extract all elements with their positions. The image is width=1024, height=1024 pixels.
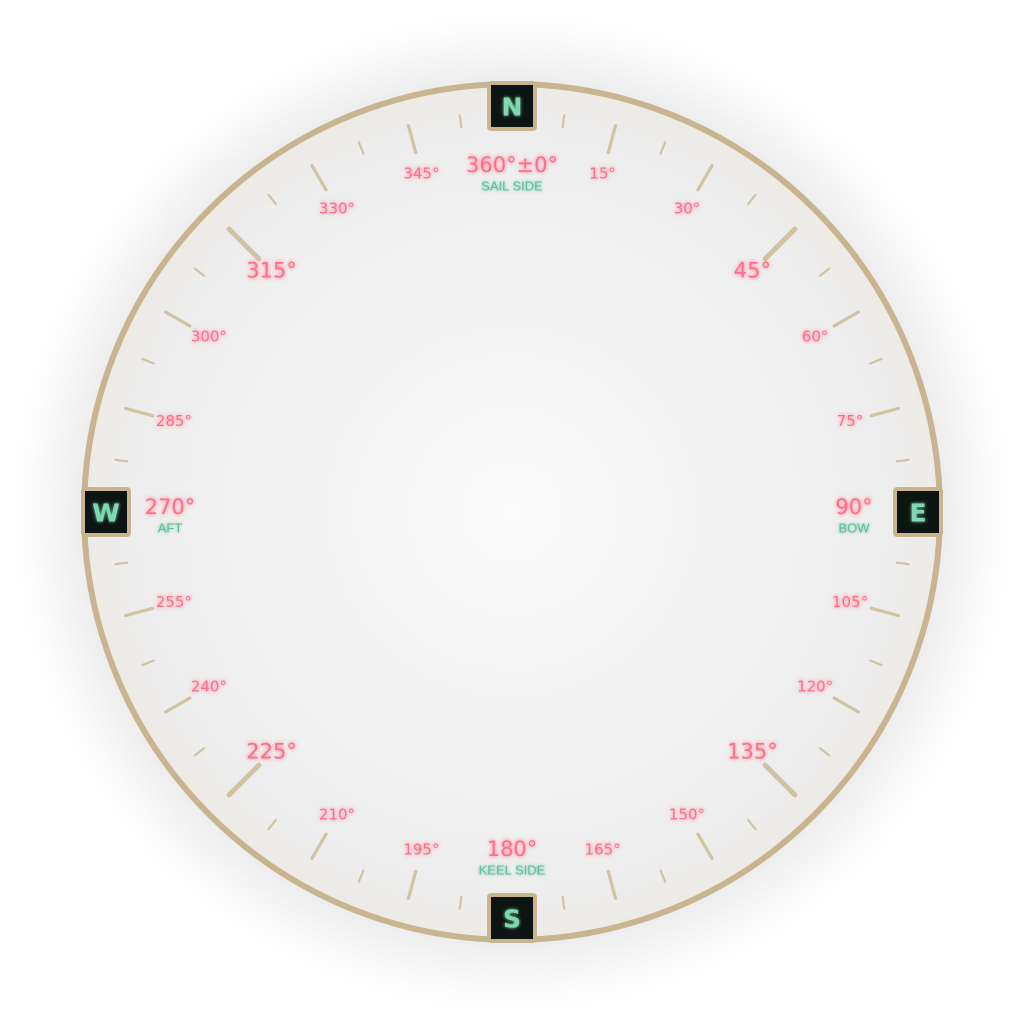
degree-label: 15° <box>589 164 616 182</box>
tick-mark <box>124 606 155 618</box>
cardinal-marker-n[interactable]: N <box>487 81 537 131</box>
tick-mark <box>606 869 618 900</box>
cardinal-box <box>893 487 943 537</box>
tick-mark <box>747 193 757 206</box>
tick-mark <box>696 832 714 861</box>
tick-mark <box>163 696 192 714</box>
degree-label: 315° <box>246 259 297 283</box>
cardinal-letter: W <box>92 499 120 528</box>
cardinal-letter: E <box>909 499 926 528</box>
degree-label: 225° <box>246 739 297 763</box>
tick-mark <box>406 124 418 155</box>
tick-mark <box>818 267 831 277</box>
tick-mark <box>193 747 206 757</box>
tick-mark <box>606 124 618 155</box>
heading-sub-label: BOW <box>838 520 870 535</box>
tick-mark <box>869 659 883 667</box>
degree-label: 195° <box>403 841 439 859</box>
tick-mark <box>696 163 714 192</box>
cardinal-letter: S <box>503 905 521 934</box>
tick-mark <box>832 696 861 714</box>
degree-label: 165° <box>585 841 621 859</box>
tick-mark <box>458 895 463 910</box>
tick-mark <box>895 458 910 463</box>
tick-mark <box>561 114 566 129</box>
heading-sub-label: KEEL SIDE <box>479 862 546 877</box>
degree-label: 30° <box>674 199 701 217</box>
degree-label: 135° <box>727 739 778 763</box>
tick-mark <box>458 114 463 129</box>
tick-mark <box>659 141 667 155</box>
cardinal-box <box>81 487 131 537</box>
tick-mark <box>659 869 667 883</box>
tick-mark <box>114 458 129 463</box>
tick-mark <box>832 310 861 328</box>
degree-label: 45° <box>734 259 771 283</box>
cardinal-letter: N <box>502 93 523 122</box>
tick-mark <box>357 869 365 883</box>
tick-mark <box>869 357 883 365</box>
degree-label: 240° <box>191 678 227 696</box>
tick-mark <box>193 267 206 277</box>
tick-mark <box>869 406 900 418</box>
degree-labels: 360°±0°SAIL SIDE 15° 30° 45° 60° 75° 90°BOW 105… <box>145 153 873 877</box>
tick-mark <box>226 226 262 262</box>
cardinal-marker-w[interactable]: W <box>81 487 131 537</box>
tick-mark <box>267 818 277 831</box>
tick-mark <box>163 310 192 328</box>
degree-label: 330° <box>319 199 355 217</box>
degree-label: 90° <box>835 495 872 519</box>
degree-label: 75° <box>837 412 864 430</box>
tick-mark <box>114 561 129 566</box>
cardinal-box <box>487 81 537 131</box>
degree-label: 150° <box>669 806 705 824</box>
degree-label: 60° <box>802 328 829 346</box>
degree-label: 300° <box>191 328 227 346</box>
tick-mark <box>310 163 328 192</box>
dial-face <box>84 84 940 940</box>
tick-mark <box>561 895 566 910</box>
tick-mark <box>762 226 798 262</box>
heading-sub-label: AFT <box>158 520 183 535</box>
cardinal-marker-e[interactable]: E <box>893 487 943 537</box>
tick-mark <box>762 762 798 798</box>
tick-marks <box>114 114 910 910</box>
cardinal-markers: N E S W <box>81 81 943 943</box>
tick-mark <box>310 832 328 861</box>
cardinal-marker-s[interactable]: S <box>487 893 537 943</box>
tick-mark <box>124 406 155 418</box>
degree-label: 285° <box>156 412 192 430</box>
tick-mark <box>869 606 900 618</box>
heading-sub-label: SAIL SIDE <box>481 178 543 193</box>
degree-label: 210° <box>319 806 355 824</box>
degree-label: 255° <box>156 593 192 611</box>
tick-mark <box>818 747 831 757</box>
cardinal-box <box>487 893 537 943</box>
degree-label: 180° <box>487 837 538 861</box>
tick-mark <box>267 193 277 206</box>
tick-mark <box>141 659 155 667</box>
degree-label: 120° <box>797 678 833 696</box>
degree-label: 105° <box>832 593 868 611</box>
degree-label: 360°±0° <box>466 153 558 177</box>
tick-mark <box>406 869 418 900</box>
tick-mark <box>141 357 155 365</box>
tick-mark <box>747 818 757 831</box>
tick-mark <box>895 561 910 566</box>
tick-mark <box>357 141 365 155</box>
degree-label: 345° <box>403 164 439 182</box>
tick-mark <box>226 762 262 798</box>
degree-label: 270° <box>145 495 196 519</box>
